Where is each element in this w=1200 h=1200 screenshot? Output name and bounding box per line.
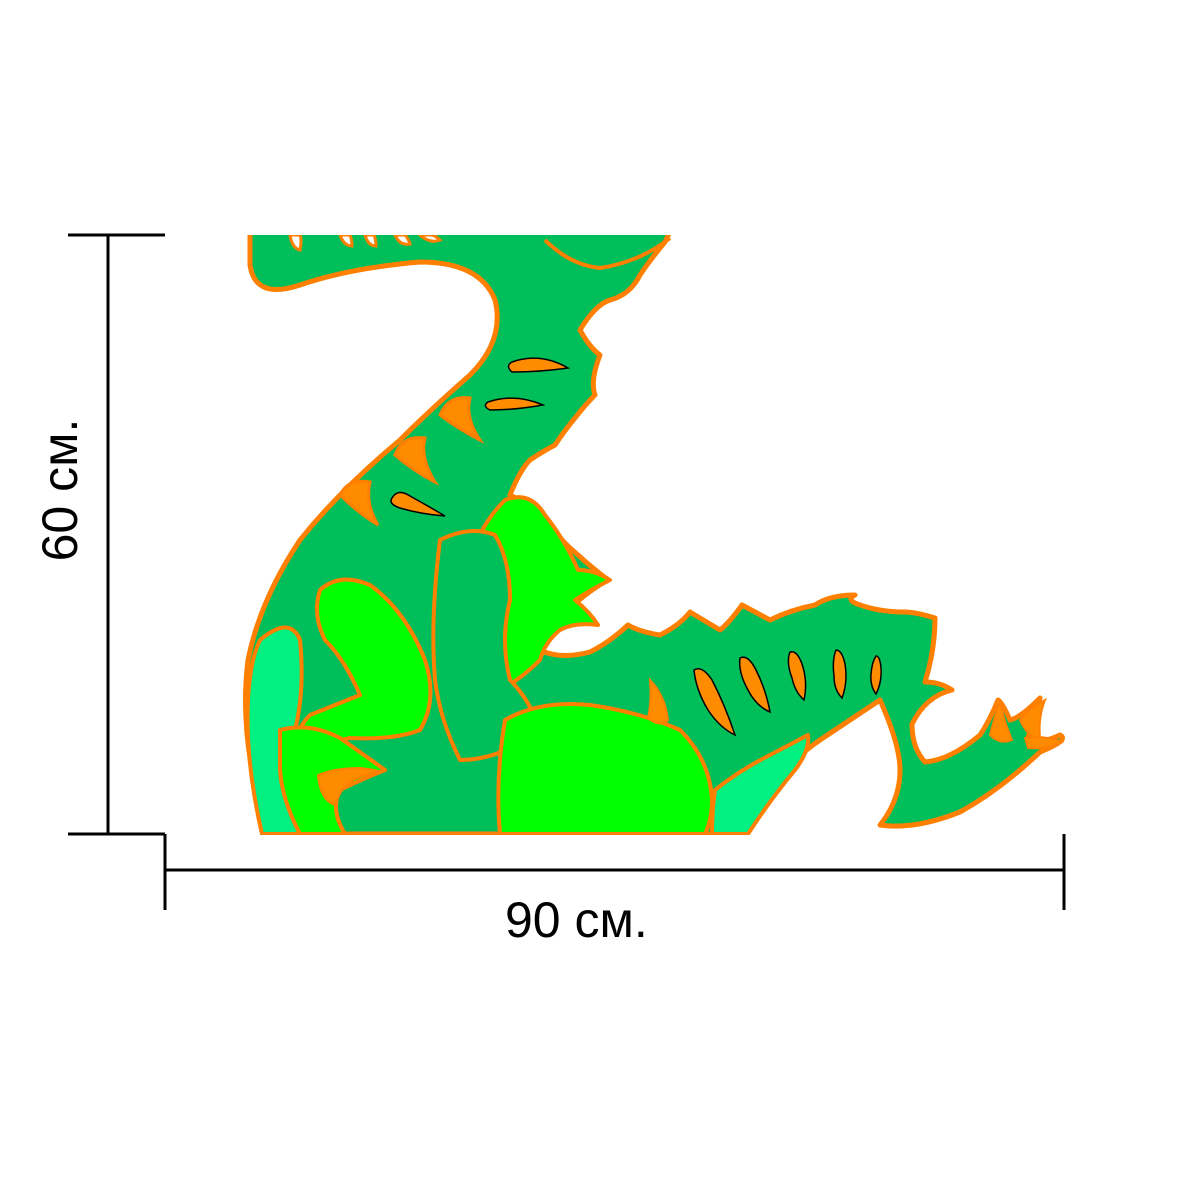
dragon-tail-spots — [693, 649, 882, 737]
dragon-tail-underside — [710, 733, 811, 835]
width-dimension-label: 90 см. — [505, 892, 648, 948]
dragon-leg-claw — [646, 677, 670, 725]
width-dimension-line — [163, 834, 1066, 910]
dragon-hind-leg — [496, 702, 714, 835]
dragon-illustration — [243, 235, 1065, 835]
dragon-neck-ridges — [338, 396, 485, 527]
dragon-hand-claw — [316, 766, 383, 807]
height-dimension-line — [68, 233, 165, 836]
dragon-neck-crest — [543, 236, 672, 271]
height-dimension-label: 60 см. — [32, 418, 88, 562]
dragon-teeth — [288, 235, 443, 252]
dragon-neck-spots — [390, 357, 571, 517]
dragon-tail-tip-claws — [988, 697, 1065, 750]
